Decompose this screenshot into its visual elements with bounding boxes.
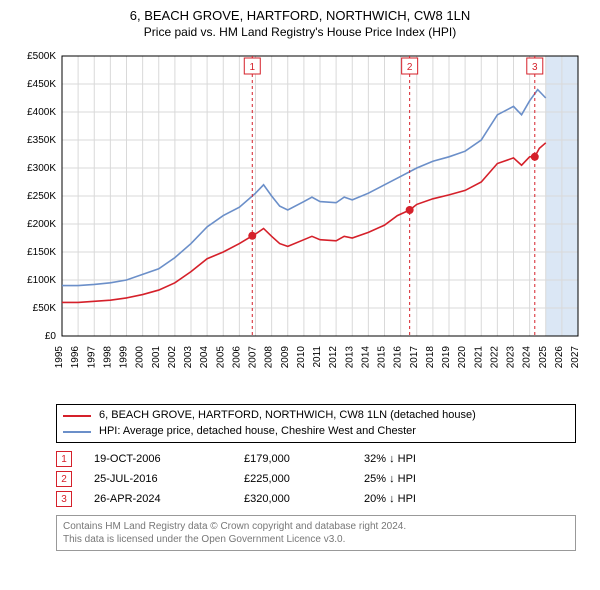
sale-date: 25-JUL-2016 bbox=[94, 473, 244, 485]
svg-text:£350K: £350K bbox=[27, 135, 56, 146]
svg-text:1998: 1998 bbox=[102, 346, 113, 369]
attribution-line: Contains HM Land Registry data © Crown c… bbox=[63, 520, 569, 533]
svg-text:2015: 2015 bbox=[377, 346, 388, 369]
svg-text:2000: 2000 bbox=[135, 346, 146, 369]
svg-text:£100K: £100K bbox=[27, 275, 56, 286]
chart-plot: £0 £50K £100K £150K £200K £250K £300K £350K £400… bbox=[10, 46, 590, 396]
table-row: 3 26-APR-2024 £320,000 20% ↓ HPI bbox=[56, 489, 576, 509]
sale-price: £179,000 bbox=[244, 453, 364, 465]
svg-text:2007: 2007 bbox=[248, 346, 259, 369]
sale-date: 19-OCT-2006 bbox=[94, 453, 244, 465]
svg-text:2026: 2026 bbox=[554, 346, 565, 369]
sale-diff: 32% ↓ HPI bbox=[364, 453, 484, 465]
svg-text:£400K: £400K bbox=[27, 107, 56, 118]
svg-text:2004: 2004 bbox=[199, 346, 210, 369]
svg-text:2017: 2017 bbox=[409, 346, 420, 369]
chart-svg: £0 £50K £100K £150K £200K £250K £300K £350K £400… bbox=[10, 46, 590, 396]
svg-text:2002: 2002 bbox=[167, 346, 178, 369]
svg-text:2025: 2025 bbox=[538, 346, 549, 369]
legend-label: HPI: Average price, detached house, Ches… bbox=[99, 424, 416, 439]
sales-table: 1 19-OCT-2006 £179,000 32% ↓ HPI 2 25-JU… bbox=[56, 449, 576, 509]
svg-text:2011: 2011 bbox=[312, 346, 323, 368]
svg-text:£250K: £250K bbox=[27, 191, 56, 202]
chart-subtitle: Price paid vs. HM Land Registry's House … bbox=[10, 25, 590, 41]
svg-text:2027: 2027 bbox=[570, 346, 581, 369]
svg-text:2014: 2014 bbox=[360, 346, 371, 369]
svg-text:2016: 2016 bbox=[393, 346, 404, 369]
sale-marker-icon: 2 bbox=[56, 471, 72, 487]
svg-text:2009: 2009 bbox=[280, 346, 291, 369]
sale-price: £320,000 bbox=[244, 493, 364, 505]
svg-text:2023: 2023 bbox=[506, 346, 517, 369]
svg-text:2024: 2024 bbox=[522, 346, 533, 369]
legend-swatch bbox=[63, 415, 91, 417]
svg-text:2003: 2003 bbox=[183, 346, 194, 369]
svg-text:1995: 1995 bbox=[54, 346, 65, 369]
svg-text:£200K: £200K bbox=[27, 219, 56, 230]
svg-text:2022: 2022 bbox=[489, 346, 500, 369]
sale-marker-icon: 3 bbox=[56, 491, 72, 507]
chart-container: 6, BEACH GROVE, HARTFORD, NORTHWICH, CW8… bbox=[0, 0, 600, 590]
svg-text:2001: 2001 bbox=[151, 346, 162, 369]
svg-text:2: 2 bbox=[407, 62, 413, 73]
table-row: 2 25-JUL-2016 £225,000 25% ↓ HPI bbox=[56, 469, 576, 489]
svg-text:2018: 2018 bbox=[425, 346, 436, 369]
legend-label: 6, BEACH GROVE, HARTFORD, NORTHWICH, CW8… bbox=[99, 408, 476, 423]
sale-diff: 20% ↓ HPI bbox=[364, 493, 484, 505]
svg-text:2019: 2019 bbox=[441, 346, 452, 369]
table-row: 1 19-OCT-2006 £179,000 32% ↓ HPI bbox=[56, 449, 576, 469]
svg-text:2008: 2008 bbox=[264, 346, 275, 369]
legend: 6, BEACH GROVE, HARTFORD, NORTHWICH, CW8… bbox=[56, 404, 576, 443]
sale-diff: 25% ↓ HPI bbox=[364, 473, 484, 485]
svg-text:2013: 2013 bbox=[344, 346, 355, 369]
sale-price: £225,000 bbox=[244, 473, 364, 485]
svg-text:2010: 2010 bbox=[296, 346, 307, 369]
svg-text:1997: 1997 bbox=[86, 346, 97, 369]
svg-text:1: 1 bbox=[249, 62, 255, 73]
chart-title: 6, BEACH GROVE, HARTFORD, NORTHWICH, CW8… bbox=[10, 8, 590, 25]
svg-text:1996: 1996 bbox=[70, 346, 81, 369]
svg-text:£500K: £500K bbox=[27, 51, 56, 62]
svg-text:2020: 2020 bbox=[457, 346, 468, 369]
svg-text:£300K: £300K bbox=[27, 163, 56, 174]
sale-date: 26-APR-2024 bbox=[94, 493, 244, 505]
attribution-line: This data is licensed under the Open Gov… bbox=[63, 533, 569, 546]
svg-text:£450K: £450K bbox=[27, 79, 56, 90]
svg-text:2005: 2005 bbox=[215, 346, 226, 369]
legend-swatch bbox=[63, 431, 91, 433]
svg-text:3: 3 bbox=[532, 62, 538, 73]
svg-text:2012: 2012 bbox=[328, 346, 339, 369]
legend-item: HPI: Average price, detached house, Ches… bbox=[63, 424, 569, 439]
sale-marker-icon: 1 bbox=[56, 451, 72, 467]
svg-text:1999: 1999 bbox=[119, 346, 130, 369]
svg-text:£0: £0 bbox=[45, 331, 57, 342]
svg-text:£150K: £150K bbox=[27, 247, 56, 258]
legend-item: 6, BEACH GROVE, HARTFORD, NORTHWICH, CW8… bbox=[63, 408, 569, 423]
attribution: Contains HM Land Registry data © Crown c… bbox=[56, 515, 576, 551]
svg-text:2021: 2021 bbox=[473, 346, 484, 369]
svg-text:2006: 2006 bbox=[231, 346, 242, 369]
svg-text:£50K: £50K bbox=[33, 303, 57, 314]
